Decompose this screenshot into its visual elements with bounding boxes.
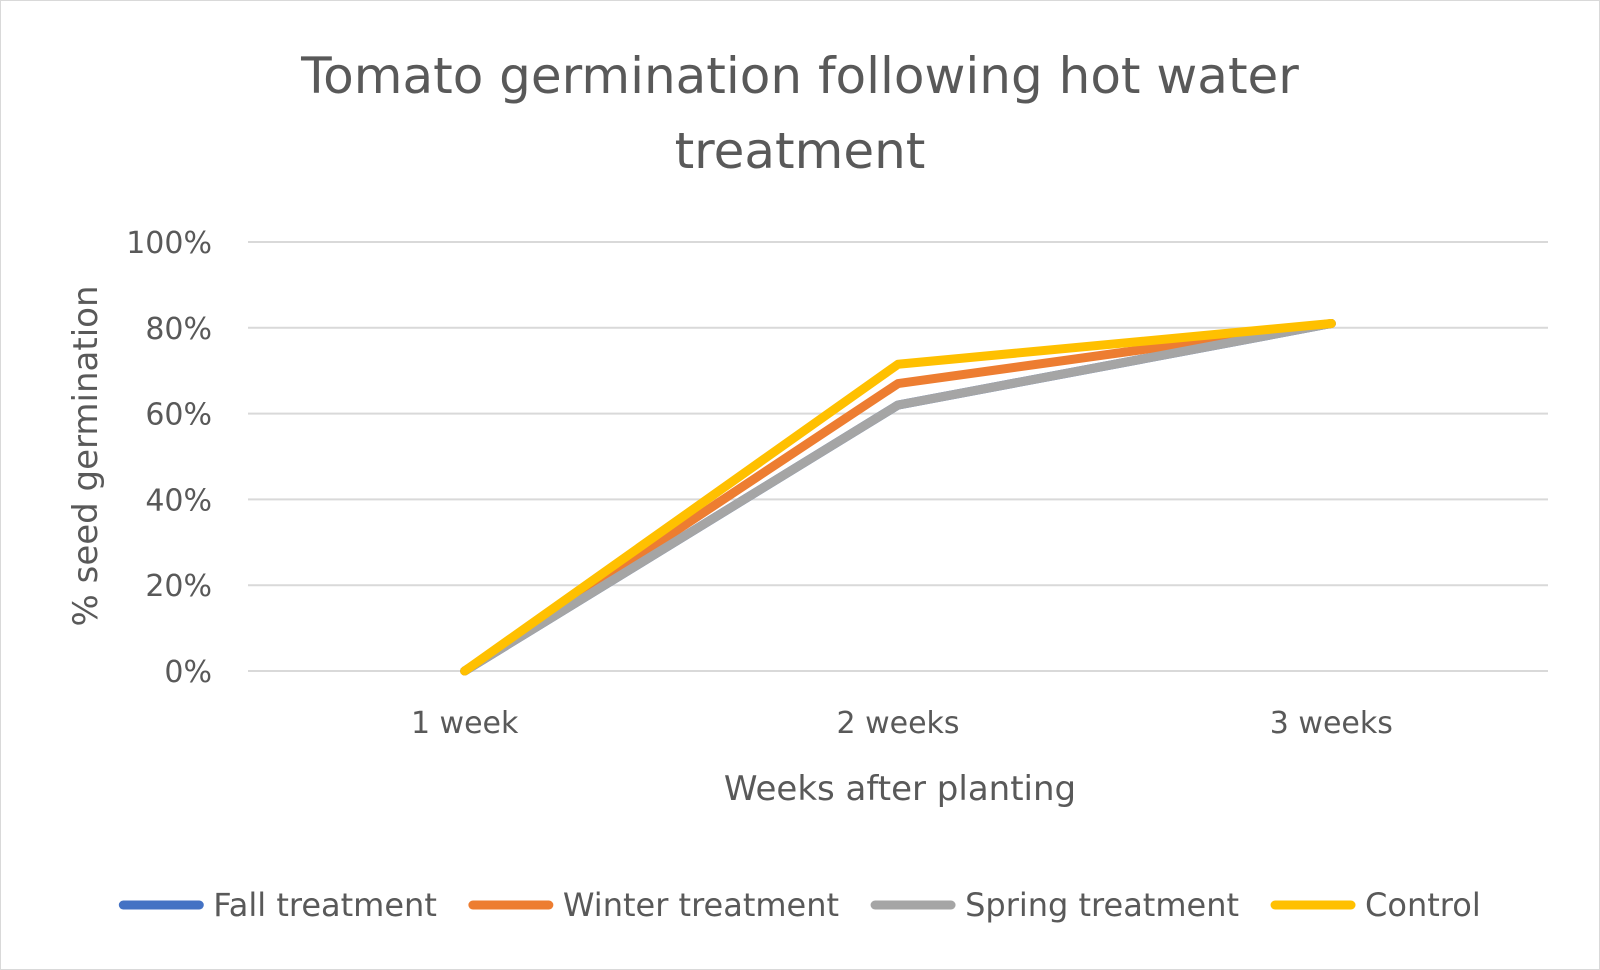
legend-label-fall-treatment: Fall treatment bbox=[213, 886, 437, 924]
series-line-fall-treatment bbox=[460, 319, 1336, 676]
chart-title-line-2: treatment bbox=[675, 122, 926, 180]
y-tick-label: 0% bbox=[164, 655, 212, 690]
y-tick-label: 20% bbox=[145, 569, 212, 604]
y-axis-title: % seed germination bbox=[66, 285, 106, 626]
legend-label-winter-treatment: Winter treatment bbox=[563, 886, 839, 924]
x-axis-tick-labels: 1 week 2 weeks 3 weeks bbox=[411, 706, 1393, 741]
x-tick-label: 2 weeks bbox=[836, 706, 959, 741]
x-tick-label: 3 weeks bbox=[1270, 706, 1393, 741]
series-line-winter-treatment bbox=[460, 319, 1336, 676]
x-tick-label: 1 week bbox=[411, 706, 519, 741]
legend-label-spring-treatment: Spring treatment bbox=[965, 886, 1239, 924]
legend-label-control: Control bbox=[1365, 886, 1481, 924]
series-line-control bbox=[460, 319, 1336, 676]
gridlines bbox=[248, 241, 1548, 672]
chart-title-line-1: Tomato germination following hot water bbox=[300, 47, 1299, 105]
series-lines bbox=[460, 319, 1336, 676]
y-tick-label: 80% bbox=[145, 312, 212, 347]
legend: Fall treatment Winter treatment Spring tre… bbox=[118, 886, 1481, 924]
y-tick-label: 40% bbox=[145, 483, 212, 518]
y-tick-label: 60% bbox=[145, 398, 212, 433]
y-tick-label: 100% bbox=[126, 226, 212, 261]
series-line-spring-treatment bbox=[460, 319, 1336, 676]
y-axis-tick-labels: 0% 20% 40% 60% 80% 100% bbox=[126, 226, 212, 690]
chart-title: Tomato germination following hot water t… bbox=[300, 47, 1299, 180]
x-axis-title: Weeks after planting bbox=[724, 769, 1076, 809]
